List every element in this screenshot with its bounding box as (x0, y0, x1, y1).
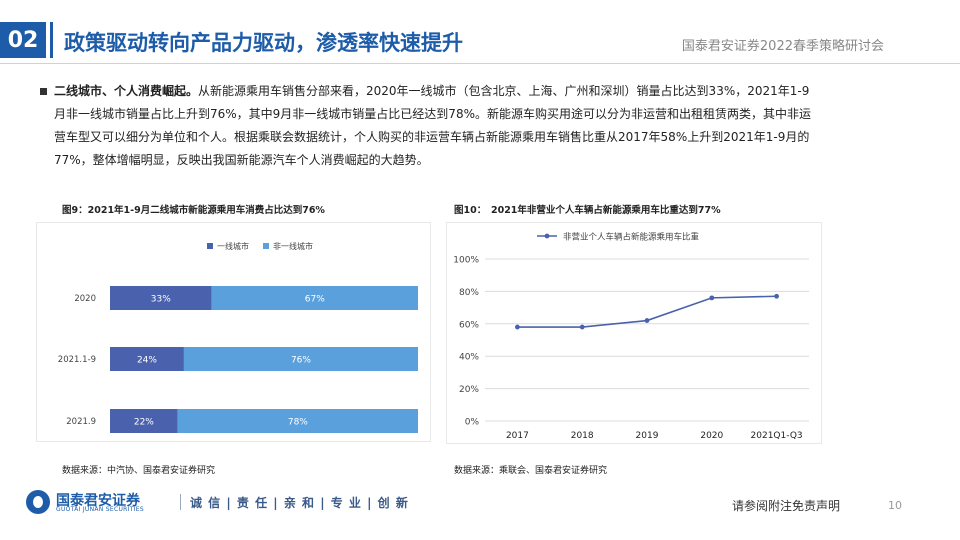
data-point (774, 293, 779, 299)
category-label: 2020 (74, 294, 96, 304)
x-tick-label: 2018 (571, 431, 594, 441)
logo-cn-text: 国泰君安证券 (56, 493, 140, 509)
figure9-caption: 图9：2021年1-9月二线城市新能源乘用车消费占比达到76% (62, 205, 325, 216)
y-tick-label: 20% (459, 385, 479, 395)
bar-segment (177, 409, 418, 433)
footer-separator (180, 494, 181, 510)
footer-logo: 国泰君安证券 GUOTAI JUNAN SECURITIES (26, 490, 166, 514)
bold-lead: 二线城市、个人消费崛起。 (54, 84, 199, 98)
y-tick-label: 60% (459, 320, 479, 330)
category-label: 2021.1-9 (58, 355, 96, 365)
y-tick-label: 100% (453, 256, 479, 266)
page-number: 10 (888, 499, 902, 512)
bar-segment (183, 347, 418, 371)
bar-segment (211, 286, 418, 310)
data-label: 78% (288, 418, 308, 428)
category-label: 2021.9 (66, 417, 96, 427)
header-accent-bar (50, 22, 53, 58)
data-point (644, 318, 650, 323)
data-label: 67% (305, 295, 325, 305)
legend-label-0: 一线城市 (217, 241, 249, 251)
data-point (579, 324, 585, 330)
section-number: 02 (0, 22, 46, 58)
data-point (709, 295, 715, 301)
page-title: 政策驱动转向产品力驱动，渗透率快速提升 (64, 31, 463, 55)
x-tick-label: 2017 (506, 431, 529, 441)
body-paragraph: 二线城市、个人消费崛起。从新能源乘用车销售分部来看，2020年一线城市（包含北京… (40, 80, 820, 172)
legend-swatch-0 (207, 243, 213, 249)
legend-label: 非营业个人车辆占新能源乘用车比重 (563, 232, 700, 243)
bar-segment (110, 286, 212, 310)
body-text: 从新能源乘用车销售分部来看，2020年一线城市（包含北京、上海、广州和深圳）销量… (54, 84, 811, 167)
data-point (515, 324, 520, 330)
bar-segment (110, 347, 184, 371)
logo-en-text: GUOTAI JUNAN SECURITIES (56, 506, 144, 513)
conference-title: 国泰君安证券2022春季策略研讨会 (681, 39, 884, 54)
chart-city-share-svg: 一线城市 非一线城市 2020 33% 67% 2021.1-9 24% 76% 2021.9 2… (58, 241, 418, 433)
legend-label-1: 非一线城市 (273, 241, 313, 251)
data-label: 76% (291, 356, 311, 366)
x-tick-label: 2019 (636, 431, 659, 441)
logo-icon (26, 490, 50, 514)
data-label: 22% (134, 418, 154, 428)
data-label: 33% (151, 295, 171, 305)
y-tick-label: 0% (465, 418, 480, 428)
legend-marker (544, 233, 550, 239)
chart-private-share-svg: 0% 20% 40% 60% 80% 100% 2017 2018 2019 2020 2021Q1… (453, 232, 809, 441)
figure10-caption: 图10： 2021年非营业个人车辆占新能源乘用车比重达到77% (454, 205, 721, 216)
figure10-source: 数据来源：乘联会、国泰君安证券研究 (454, 466, 608, 476)
footer-slogan: 诚 信 | 责 任 | 亲 和 | 专 业 | 创 新 (190, 496, 409, 510)
bullet-icon (40, 88, 47, 95)
figure9-source: 数据来源：中汽协、国泰君安证券研究 (62, 466, 216, 476)
legend-swatch-1 (263, 243, 269, 249)
chart-city-share: 一线城市 非一线城市 2020 33% 67% 2021.1-9 24% 76% 2021.9 2… (36, 222, 431, 442)
disclaimer-link[interactable]: 请参阅附注免责声明 (732, 499, 841, 513)
y-tick-label: 40% (459, 353, 479, 363)
y-tick-label: 80% (459, 288, 479, 298)
x-tick-label: 2020 (700, 431, 723, 441)
header-divider (0, 63, 960, 64)
bar-segment (110, 409, 178, 433)
x-tick-label: 2021Q1-Q3 (751, 431, 803, 441)
chart-private-share: 0% 20% 40% 60% 80% 100% 2017 2018 2019 2020 2021Q1… (446, 222, 822, 444)
data-label: 24% (137, 356, 157, 366)
